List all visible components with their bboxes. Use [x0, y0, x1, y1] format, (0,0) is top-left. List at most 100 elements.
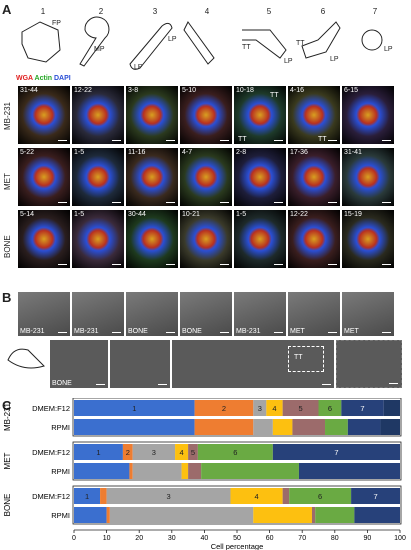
- micrograph-1-1: 1-5: [72, 148, 124, 206]
- x-tick-label: 10: [103, 535, 111, 542]
- label-lp-3b: LP: [134, 64, 143, 71]
- shape-num-7: 7: [372, 7, 378, 16]
- scale-bar: [328, 139, 337, 141]
- micrograph-range-label: 10-18: [236, 87, 254, 94]
- bar-segment: [109, 507, 254, 523]
- scale-bar: [112, 331, 121, 333]
- group-frame: [72, 441, 402, 481]
- stain-legend: WGA Actin DAPI: [16, 75, 71, 82]
- shape-num-1: 1: [40, 7, 46, 16]
- sem-label: BONE: [128, 328, 148, 335]
- bar-segment: [253, 419, 273, 435]
- bar-segment: [201, 463, 299, 479]
- sem-label: MET: [344, 328, 359, 335]
- segment-label: 2: [126, 448, 130, 457]
- micrograph-1-5: 17-36: [288, 148, 340, 206]
- scale-bar: [328, 331, 337, 333]
- segment-label: 1: [132, 404, 136, 413]
- scale-bar: [382, 139, 391, 141]
- bar-segment: [311, 507, 316, 523]
- segment-label: 1: [85, 492, 89, 501]
- bar-segment: [341, 400, 384, 416]
- row-label-met: MET: [3, 173, 12, 190]
- micrograph-0-6: 6-15: [342, 86, 394, 144]
- label-tt-6: TT: [296, 40, 305, 47]
- x-tick-label: 20: [135, 535, 143, 542]
- micrograph-1-2: 11-16: [126, 148, 178, 206]
- micrograph-range-label: 5-14: [20, 211, 35, 218]
- shape-5-outline: [242, 29, 287, 59]
- micrograph-range-label: 4-7: [182, 149, 193, 156]
- label-lp-5: LP: [284, 58, 293, 65]
- scale-bar: [166, 263, 175, 265]
- micrograph-2-2: 30-44: [126, 210, 178, 268]
- micrograph-tt-label: TT: [318, 136, 327, 143]
- sem-bottom-1-label: BONE: [52, 380, 72, 387]
- micrograph-2-4: 1-5: [234, 210, 286, 268]
- bar-segment: [354, 507, 400, 523]
- scale-bar: [58, 201, 67, 203]
- bar-segment: [298, 463, 400, 479]
- scale-bar: [382, 263, 391, 265]
- shape-num-2: 2: [98, 7, 104, 16]
- bar-segment: [100, 488, 107, 504]
- bar-segment: [282, 400, 319, 416]
- segment-label: 4: [254, 492, 258, 501]
- row-label: DMEM:F12: [32, 492, 70, 501]
- scale-bar: [220, 139, 229, 141]
- panel-letter-a: A: [2, 2, 12, 17]
- scale-bar: [58, 263, 67, 265]
- scale-bar: [112, 201, 121, 203]
- scale-bar: [328, 263, 337, 265]
- legend-actin: Actin: [34, 75, 53, 82]
- micrograph-range-label: 12-22: [74, 87, 92, 94]
- shape-6-outline: [301, 21, 341, 59]
- segment-label: 5: [191, 448, 195, 457]
- bar-segment: [74, 463, 130, 479]
- x-tick-label: 80: [331, 535, 339, 542]
- sem-label: MB-231: [20, 328, 45, 335]
- segment-label: 6: [318, 492, 322, 501]
- sem-top-2: BONE: [126, 292, 178, 336]
- sem-top-1: MB-231: [72, 292, 124, 336]
- sem-label: MB-231: [236, 328, 261, 335]
- micrograph-2-6: 15-19: [342, 210, 394, 268]
- micrograph-range-label: 11-16: [128, 149, 146, 156]
- row-label: RPMI: [51, 423, 70, 432]
- micrograph-2-3: 10-21: [180, 210, 232, 268]
- micrograph-range-label: 15-19: [344, 211, 362, 218]
- micrograph-range-label: 1-5: [74, 149, 85, 156]
- segment-label: 4: [179, 448, 183, 457]
- row-label: RPMI: [51, 467, 70, 476]
- row-label-mb231: MB-231: [3, 101, 12, 130]
- sem-top-4: MB-231: [234, 292, 286, 336]
- scale-bar: [166, 139, 175, 141]
- scale-bar: [58, 139, 67, 141]
- bar-segment: [74, 400, 195, 416]
- segment-label: 3: [166, 492, 170, 501]
- bar-segment: [380, 419, 400, 435]
- x-tick-label: 50: [233, 535, 241, 542]
- zoom-box: [288, 346, 324, 372]
- bar-segment: [106, 507, 110, 523]
- shape-3-outline: [129, 22, 173, 70]
- scale-bar: [389, 382, 398, 384]
- segment-label: 7: [334, 448, 338, 457]
- bar-segment: [272, 419, 293, 435]
- scale-bar: [96, 383, 105, 385]
- label-mp: MP: [94, 46, 105, 53]
- bar-segment: [383, 400, 400, 416]
- sem-label: MET: [290, 328, 305, 335]
- scale-bar: [166, 331, 175, 333]
- sem-label: MB-231: [74, 328, 99, 335]
- micrograph-range-label: 6-15: [344, 87, 359, 94]
- micrograph-tt-label: TT: [238, 136, 247, 143]
- micrograph-tt-label: TT: [270, 92, 279, 99]
- sem-bottom-schematic: [7, 348, 45, 369]
- shape-num-3: 3: [152, 7, 158, 16]
- micrograph-0-4: 10-18: [234, 86, 286, 144]
- micrograph-1-0: 5-22: [18, 148, 70, 206]
- shape-2-outline: [79, 16, 110, 67]
- scale-bar: [274, 201, 283, 203]
- scale-bar: [382, 331, 391, 333]
